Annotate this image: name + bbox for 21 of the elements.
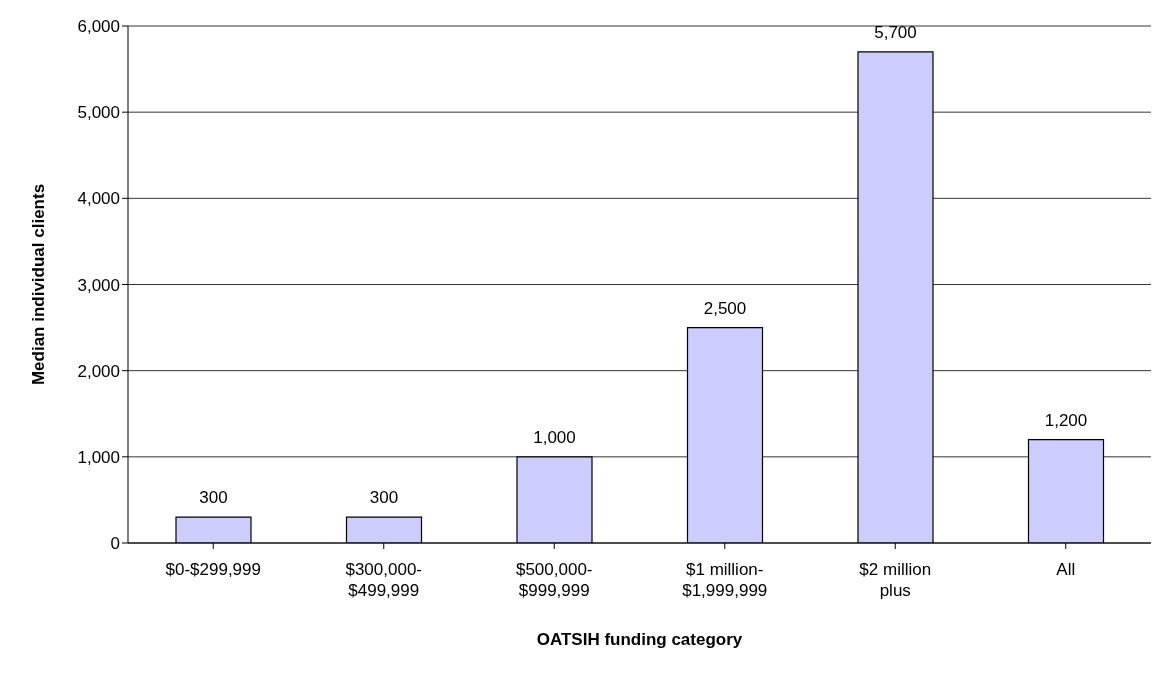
x-tick-label: $500,000-$999,999 xyxy=(515,560,593,600)
y-tick-label: 0 xyxy=(110,534,120,554)
data-label: 1,000 xyxy=(533,427,576,447)
data-label: 2,500 xyxy=(703,298,747,318)
x-tick-label: $300,000-$499,999 xyxy=(345,560,423,600)
y-tick-label: 6,000 xyxy=(77,17,120,37)
x-tick-label: $0-$299,999 xyxy=(165,560,261,579)
x-tick-label: $2 million plus xyxy=(859,560,932,600)
data-label: 5,700 xyxy=(874,22,917,42)
data-label: 300 xyxy=(369,488,399,508)
y-axis-title: Median individual clients xyxy=(29,183,49,386)
y-tick-label: 2,000 xyxy=(77,361,120,381)
data-label: 300 xyxy=(199,488,228,508)
y-tick-label: 5,000 xyxy=(77,103,120,123)
y-tick-label: 4,000 xyxy=(77,189,120,209)
data-label: 1,200 xyxy=(1044,410,1088,430)
x-tick-label: All xyxy=(1056,560,1076,579)
y-tick-label: 1,000 xyxy=(77,447,120,467)
x-axis-title: OATSIH funding category xyxy=(536,630,743,649)
x-tick-label: $1 million-$1,999,999 xyxy=(682,560,768,600)
y-tick-label: 3,000 xyxy=(77,275,120,295)
